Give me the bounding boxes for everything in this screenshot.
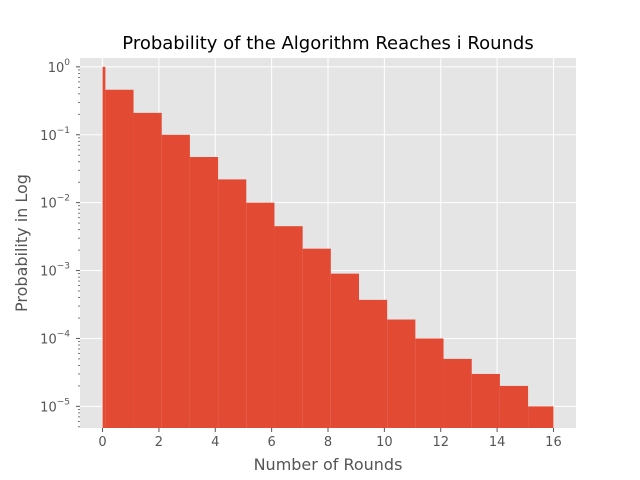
x-tick-label: 16 xyxy=(545,435,562,450)
x-tick-label: 10 xyxy=(376,435,393,450)
histogram-bar xyxy=(415,338,444,428)
histogram-bar xyxy=(443,358,472,428)
histogram-bar xyxy=(528,406,554,428)
y-tick-label: 10−1 xyxy=(40,126,70,144)
histogram-bar xyxy=(330,273,359,428)
y-axis-label: Probability in Log xyxy=(12,174,31,312)
histogram-bar xyxy=(133,112,162,429)
y-tick-label: 10−3 xyxy=(40,262,70,280)
x-tick-label: 2 xyxy=(155,435,163,450)
x-tick-label: 4 xyxy=(211,435,219,450)
bars xyxy=(102,66,554,429)
histogram-bar xyxy=(189,157,219,428)
histogram-bar xyxy=(359,299,388,428)
x-axis-ticks: 0 2 4 6 8 10 12 14 16 xyxy=(98,428,562,450)
y-axis-ticks: 100 10−1 10−2 10−3 10−4 10−5 xyxy=(40,58,80,428)
histogram-bar xyxy=(161,134,190,428)
x-tick-label: 14 xyxy=(489,435,506,450)
histogram-bar xyxy=(274,226,303,428)
x-tick-label: 0 xyxy=(98,435,106,450)
histogram-bar xyxy=(102,66,106,428)
histogram-bar xyxy=(302,248,331,428)
x-tick-label: 6 xyxy=(267,435,275,450)
histogram-bar xyxy=(471,373,500,428)
histogram-bar xyxy=(218,179,247,428)
x-tick-label: 12 xyxy=(432,435,449,450)
chart-title: Probability of the Algorithm Reaches i R… xyxy=(122,33,533,54)
histogram-bar xyxy=(499,385,529,428)
y-tick-label: 10−2 xyxy=(40,194,70,212)
histogram-bar xyxy=(387,319,416,428)
histogram-bar xyxy=(105,89,134,429)
x-axis-label: Number of Rounds xyxy=(254,455,403,474)
y-tick-label: 100 xyxy=(48,58,71,76)
x-tick-label: 8 xyxy=(324,435,332,450)
histogram-bar xyxy=(246,202,275,428)
y-tick-label: 10−5 xyxy=(40,397,70,415)
y-tick-label: 10−4 xyxy=(40,329,70,347)
